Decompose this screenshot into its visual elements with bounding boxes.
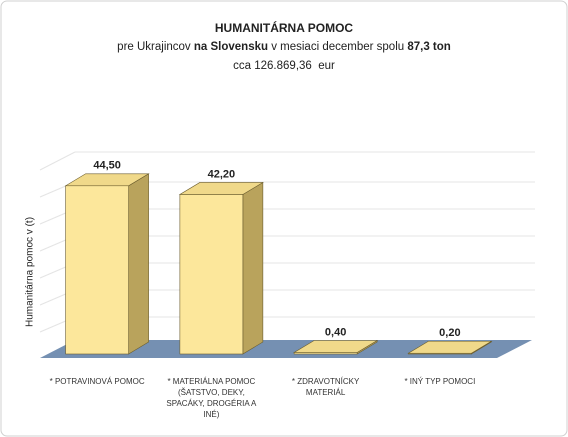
x-tick-label: * POTRAVINOVÁ POMOC: [49, 377, 145, 386]
subtitle-part: pre Ukrajincov: [117, 41, 194, 53]
subtitle-part: 87,3 ton: [407, 41, 450, 53]
chart-subtitle: pre Ukrajincov na Slovensku v mesiaci de…: [117, 41, 451, 53]
x-tick-label: * ZDRAVOTNÍCKY MATERIÁL: [291, 377, 360, 397]
bar-side: [242, 181, 264, 355]
value-label: 0,20: [439, 327, 460, 339]
chart-subtitle2: cca 126.869,36 eur: [233, 60, 335, 72]
bar: [408, 352, 472, 355]
bar: [65, 185, 129, 355]
x-tick-label: * INÝ TYP POMOCI: [404, 377, 476, 386]
subtitle-part: na Slovensku: [194, 41, 268, 53]
bar: [293, 352, 358, 355]
value-label: 44,50: [93, 160, 121, 172]
bar-side: [128, 173, 149, 355]
chart-title: HUMANITÁRNA POMOC: [215, 20, 354, 35]
value-label: 42,20: [208, 168, 236, 180]
bar: [179, 194, 244, 355]
value-label: 0,40: [325, 326, 346, 338]
y-axis-label: Humanitárna pomoc v (t): [25, 217, 36, 327]
x-tick-label: * MATERIÁLNA POMOC (ŠATSTVO, DEKY, SPACÁ…: [166, 377, 257, 419]
subtitle-part: v mesiaci december spolu: [268, 41, 407, 53]
